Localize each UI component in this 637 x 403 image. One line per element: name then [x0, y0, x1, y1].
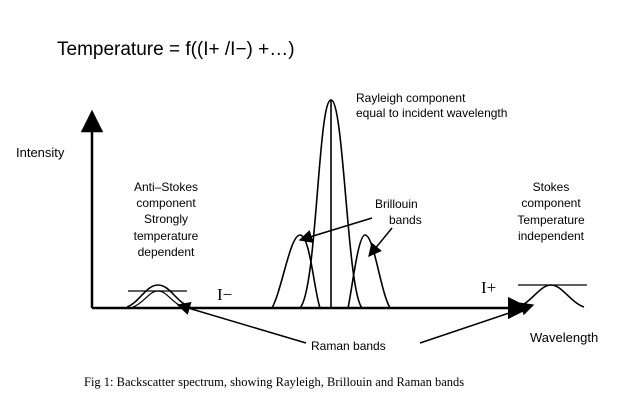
- brillouin-band-right: [347, 234, 391, 309]
- raman-bands-label: Raman bands: [311, 339, 386, 353]
- brillouin-label-line1: Brillouin: [375, 197, 418, 211]
- y-axis-label: Intensity: [16, 145, 65, 160]
- stokes-band: [517, 284, 585, 308]
- title: Temperature = f((I+ /I−) +…): [57, 39, 295, 60]
- anti-stokes-band-inner: [132, 290, 184, 308]
- anti-stokes-label-line1: Anti–Stokes: [134, 180, 198, 194]
- anti-stokes-label-line3: Strongly: [144, 212, 188, 226]
- anti-stokes-label-line5: dependent: [138, 245, 195, 259]
- anti-stokes-label: Anti–Stokes component Strongly temperatu…: [134, 180, 199, 259]
- brillouin-arrow-left: [298, 217, 373, 243]
- i-plus-label: I+: [481, 278, 496, 297]
- raman-arrow-left: [176, 301, 307, 344]
- stokes-label: Stokes component Temperature independent: [517, 180, 585, 243]
- rayleigh-label-line2: equal to incident wavelength: [356, 106, 507, 120]
- brillouin-arrow-right: [368, 227, 393, 258]
- i-minus-label: I−: [217, 285, 232, 304]
- figure-caption: Fig 1: Backscatter spectrum, showing Ray…: [84, 375, 464, 389]
- stokes-label-line2: component: [521, 196, 581, 210]
- stokes-label-line1: Stokes: [533, 180, 570, 194]
- stokes-label-line3: Temperature: [517, 213, 585, 227]
- anti-stokes-label-line2: component: [136, 196, 196, 210]
- anti-stokes-label-line4: temperature: [134, 229, 199, 243]
- x-axis-label: Wavelength: [530, 330, 598, 345]
- raman-arrow-right: [419, 302, 535, 344]
- anti-stokes-band: [126, 284, 191, 308]
- rayleigh-label-line1: Rayleigh component: [356, 91, 466, 105]
- stokes-label-line4: independent: [518, 229, 585, 243]
- brillouin-label-line2: bands: [389, 213, 422, 227]
